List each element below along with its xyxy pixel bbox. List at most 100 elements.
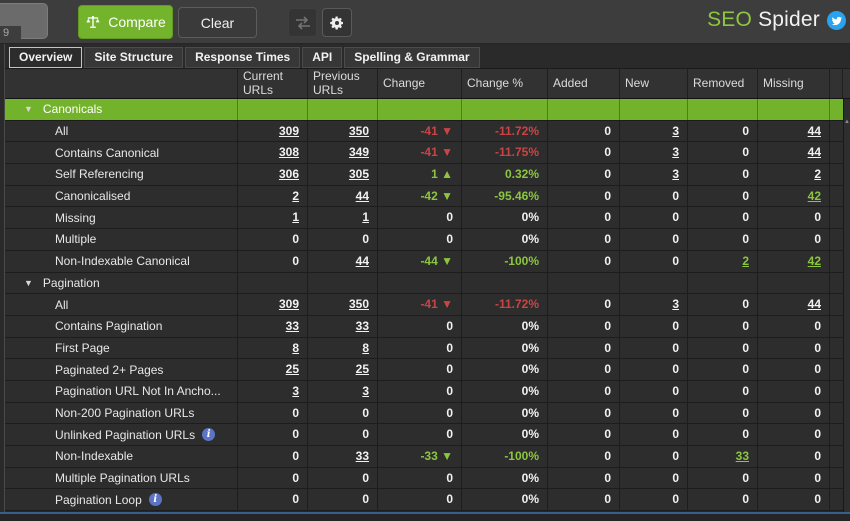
- value-cell[interactable]: 309: [238, 120, 308, 142]
- table-row-non-200-pagination-urls[interactable]: Non-200 Pagination URLs 0 0 0 0% 0 0 0 0: [5, 402, 850, 425]
- value-cell[interactable]: 1: [308, 207, 378, 229]
- row-label: Non-Indexable: [55, 449, 134, 464]
- value-cell[interactable]: 44: [758, 120, 830, 142]
- table-row-pagination-loop[interactable]: Pagination Loop i 0 0 0 0% 0 0 0 0: [5, 489, 850, 512]
- value-cell[interactable]: 33: [308, 315, 378, 337]
- collapse-icon[interactable]: ▼: [24, 277, 33, 288]
- value-cell[interactable]: 306: [238, 164, 308, 185]
- row-spacer: [830, 424, 843, 445]
- value-cell: [238, 272, 308, 294]
- name-cell: Multiple Pagination URLs: [5, 467, 238, 489]
- table-row-contains-pagination[interactable]: Contains Pagination 33 33 0 0% 0 0 0 0: [5, 315, 850, 338]
- value-cell[interactable]: 3: [620, 142, 688, 164]
- value-cell[interactable]: 3: [238, 380, 308, 402]
- value-cell[interactable]: 44: [308, 185, 378, 207]
- column-header-removed[interactable]: Removed: [688, 69, 758, 98]
- value-cell[interactable]: 2: [238, 185, 308, 207]
- value-cell[interactable]: 350: [308, 294, 378, 315]
- value-cell[interactable]: 2: [758, 164, 830, 185]
- table-row-multiple-pagination-urls[interactable]: Multiple Pagination URLs 0 0 0 0% 0 0 0 0: [5, 467, 850, 490]
- table-row-canonicalised[interactable]: Canonicalised 2 44 -42 ▼ -95.46% 0 0 0 42: [5, 185, 850, 208]
- value-cell[interactable]: 33: [688, 446, 758, 467]
- value-cell: 0: [548, 380, 620, 402]
- column-header-change[interactable]: Change %: [462, 69, 548, 98]
- column-header-added[interactable]: Added: [548, 69, 620, 98]
- tab-response-times[interactable]: Response Times: [185, 47, 301, 68]
- value-cell[interactable]: 309: [238, 294, 308, 315]
- value-cell: 0: [548, 207, 620, 229]
- table-row-self-referencing[interactable]: Self Referencing 306 305 1 ▲ 0.32% 0 3 0 2: [5, 164, 850, 186]
- value-cell: [308, 99, 378, 120]
- value-cell[interactable]: 33: [308, 446, 378, 467]
- tab-spelling-grammar[interactable]: Spelling & Grammar: [344, 47, 480, 68]
- group-row-pagination[interactable]: ▼ Pagination: [5, 272, 850, 295]
- value-cell: 0: [758, 315, 830, 337]
- value-cell[interactable]: 25: [308, 359, 378, 380]
- row-label: Contains Canonical: [55, 145, 160, 160]
- value-cell[interactable]: 44: [758, 142, 830, 164]
- value-cell[interactable]: 8: [308, 337, 378, 359]
- value-cell[interactable]: 3: [620, 294, 688, 315]
- value-cell: 0%: [462, 337, 548, 359]
- info-icon[interactable]: i: [202, 428, 216, 442]
- row-spacer: [830, 359, 843, 380]
- table-row-pagination-url-not-in-ancho[interactable]: Pagination URL Not In Ancho... 3 3 0 0% 0 0 0 0: [5, 380, 850, 403]
- gear-icon: [329, 15, 345, 31]
- value-cell[interactable]: 33: [238, 315, 308, 337]
- row-spacer: [830, 489, 843, 510]
- value-cell[interactable]: 3: [620, 120, 688, 142]
- value-cell: 1 ▲: [378, 164, 462, 185]
- value-cell: 0: [620, 424, 688, 445]
- value-cell: 0: [620, 446, 688, 467]
- swap-direction-button[interactable]: [288, 8, 317, 37]
- column-header-previous-urls[interactable]: Previous URLs: [308, 69, 378, 98]
- table-row-paginated-2-pages[interactable]: Paginated 2+ Pages 25 25 0 0% 0 0 0 0: [5, 359, 850, 381]
- info-icon[interactable]: i: [148, 493, 162, 507]
- value-cell[interactable]: 44: [308, 250, 378, 272]
- compare-button[interactable]: Compare: [78, 5, 173, 39]
- value-cell: 0: [378, 207, 462, 229]
- value-cell[interactable]: 42: [758, 250, 830, 272]
- column-header-change[interactable]: Change: [378, 69, 462, 98]
- value-cell: 0: [688, 359, 758, 380]
- value-cell: 0: [378, 229, 462, 250]
- value-cell[interactable]: 2: [688, 250, 758, 272]
- scroll-up-icon[interactable]: ▲: [844, 119, 850, 125]
- settings-button[interactable]: [322, 8, 352, 37]
- tab-api[interactable]: API: [302, 47, 343, 68]
- value-cell[interactable]: 44: [758, 294, 830, 315]
- value-cell[interactable]: 1: [238, 207, 308, 229]
- twitter-icon[interactable]: [827, 11, 846, 30]
- tab-site-structure[interactable]: Site Structure: [84, 47, 184, 68]
- value-cell[interactable]: 3: [308, 380, 378, 402]
- value-cell[interactable]: 350: [308, 120, 378, 142]
- value-cell[interactable]: 42: [758, 185, 830, 207]
- value-cell[interactable]: 349: [308, 142, 378, 164]
- value-cell[interactable]: 308: [238, 142, 308, 164]
- table-header: Current URLs Previous URLs Change Change % A…: [5, 68, 850, 99]
- table-row-missing[interactable]: Missing 1 1 0 0% 0 0 0 0: [5, 207, 850, 230]
- table-row-multiple[interactable]: Multiple 0 0 0 0% 0 0 0 0: [5, 229, 850, 251]
- vertical-scrollbar[interactable]: ▲: [843, 99, 850, 512]
- value-cell: 0: [548, 185, 620, 207]
- table-row-first-page[interactable]: First Page 8 8 0 0% 0 0 0 0: [5, 337, 850, 360]
- column-header-new[interactable]: New: [620, 69, 688, 98]
- column-header-missing[interactable]: Missing: [758, 69, 830, 98]
- tab-overview[interactable]: Overview: [9, 47, 83, 68]
- name-cell: ▼ Pagination: [5, 272, 238, 294]
- value-cell[interactable]: 25: [238, 359, 308, 380]
- column-header-current-urls[interactable]: Current URLs: [238, 69, 308, 98]
- value-cell[interactable]: 3: [620, 164, 688, 185]
- value-cell[interactable]: 8: [238, 337, 308, 359]
- value-cell: 0: [548, 337, 620, 359]
- clear-button[interactable]: Clear: [178, 7, 257, 38]
- table-row-all[interactable]: All 309 350 -41 ▼ -11.72% 0 3 0 44: [5, 120, 850, 143]
- table-row-non-indexable-canonical[interactable]: Non-Indexable Canonical 0 44 -44 ▼ -100% 0 0 2 4…: [5, 250, 850, 273]
- table-row-all[interactable]: All 309 350 -41 ▼ -11.72% 0 3 0 44: [5, 294, 850, 316]
- table-row-unlinked-pagination-urls[interactable]: Unlinked Pagination URLs i 0 0 0 0% 0 0 0 0: [5, 424, 850, 446]
- group-row-canonicals[interactable]: ▼ Canonicals: [5, 99, 850, 121]
- value-cell[interactable]: 305: [308, 164, 378, 185]
- table-row-non-indexable[interactable]: Non-Indexable 0 33 -33 ▼ -100% 0 0 33 0: [5, 446, 850, 468]
- table-row-contains-canonical[interactable]: Contains Canonical 308 349 -41 ▼ -11.75% 0 3 0 4…: [5, 142, 850, 165]
- collapse-icon[interactable]: ▼: [24, 104, 33, 115]
